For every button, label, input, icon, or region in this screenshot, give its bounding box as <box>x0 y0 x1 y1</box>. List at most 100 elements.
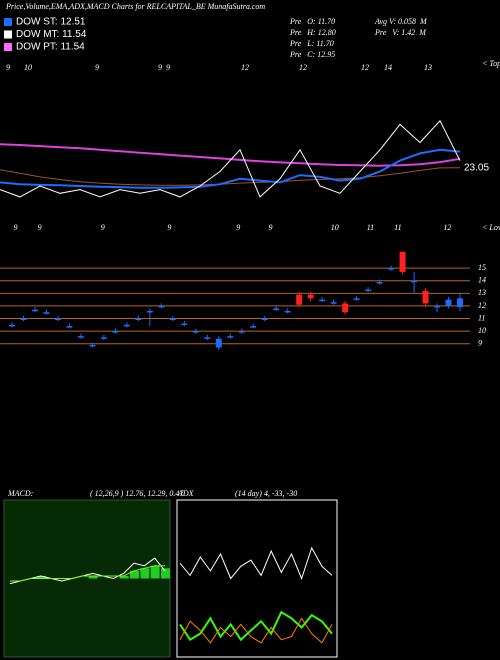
x-tick-label: 10 <box>331 223 339 232</box>
candle-body <box>9 324 15 327</box>
candle-body <box>445 299 452 306</box>
legend-label: DOW MT: 11.54 <box>16 29 87 40</box>
x-tick-label: 9 <box>95 63 99 72</box>
series-line <box>179 617 333 644</box>
legend-label: DOW PT: 11.54 <box>16 42 85 53</box>
y-tick-label: 11 <box>478 313 485 322</box>
candle-body <box>158 305 165 308</box>
candle-body <box>169 318 176 321</box>
x-tick-label: 9 <box>268 223 272 232</box>
candle-body <box>353 298 360 300</box>
series-line <box>9 557 166 585</box>
adx-label: ADX <box>177 489 195 498</box>
legend-label: DOW ST: 12.51 <box>16 17 86 28</box>
candle-body <box>273 308 280 310</box>
annotation: 23.05 <box>464 162 489 173</box>
candle-body <box>215 338 222 348</box>
info: Pre O: 11.70 <box>289 17 335 26</box>
candle-body <box>66 326 73 328</box>
tops-label: < Tops <box>482 59 500 68</box>
adx-params: (14 day) 4, -33, -30 <box>235 489 297 498</box>
candle-body <box>434 305 441 308</box>
x-tick-label: 11 <box>367 223 374 232</box>
candle-body <box>100 337 107 339</box>
candle-body <box>77 336 84 338</box>
series-line <box>10 565 165 582</box>
chart-title: Price,Volume,EMA,ADX,MACD Charts for REL… <box>5 2 265 11</box>
histogram-bar <box>130 570 139 579</box>
histogram-bar <box>119 575 129 579</box>
candle-body <box>284 310 291 313</box>
x-tick-label: 9 <box>236 223 240 232</box>
candle-body <box>457 298 463 308</box>
candle-body <box>135 318 142 321</box>
candle-body <box>112 331 119 333</box>
candle-body <box>192 331 199 333</box>
candle-body <box>330 302 337 304</box>
histogram-bar <box>140 568 150 579</box>
legend-swatch <box>4 30 12 39</box>
series-line <box>179 546 333 580</box>
y-tick-label: 10 <box>478 326 486 335</box>
macd-label: MACD: <box>7 489 34 498</box>
y-tick-label: 12 <box>478 301 486 310</box>
candle-body <box>399 251 406 272</box>
y-tick-label: 14 <box>478 276 486 285</box>
x-tick-label: 12 <box>299 63 307 72</box>
candle-body <box>365 289 372 292</box>
y-tick-label: 9 <box>478 339 482 348</box>
x-tick-label: 9 <box>101 223 105 232</box>
candle-body <box>342 303 349 313</box>
histogram-bar <box>37 575 46 579</box>
candle-body <box>376 282 383 284</box>
candle-body <box>261 318 268 321</box>
macd-params: ( 12,26,9 ) 12.76, 12.29, 0.47 <box>90 489 184 498</box>
legend-swatch <box>4 43 12 51</box>
candle-body <box>238 331 245 333</box>
y-tick-label: 13 <box>478 288 486 297</box>
x-tick-label: 10 <box>24 63 32 72</box>
candle-body <box>31 309 38 312</box>
x-tick-label: 12 <box>443 223 451 232</box>
candle-body <box>43 312 50 314</box>
histogram-bar <box>161 568 170 579</box>
x-tick-label: 9 <box>158 63 162 72</box>
x-tick-label: 9 <box>38 223 42 232</box>
histogram-bar <box>88 575 98 579</box>
candle-body <box>54 318 61 321</box>
x-tick-label: 9 <box>6 63 10 72</box>
candle-body <box>204 337 211 339</box>
candle-body <box>388 268 395 270</box>
y-tick-label: 15 <box>478 263 486 272</box>
info: Pre H: 12.80 <box>289 28 336 37</box>
series-line <box>0 119 461 198</box>
x-tick-label: 12 <box>241 63 249 72</box>
histogram-bar <box>150 565 160 579</box>
legend-swatch <box>4 18 12 26</box>
candle-body <box>181 323 188 326</box>
candle-body <box>250 326 257 328</box>
candle-body <box>411 280 418 283</box>
info: Pre C: 12.95 <box>289 50 335 59</box>
lows-label: < Lows <box>482 223 500 232</box>
candle-body <box>307 294 314 299</box>
candle-body <box>123 324 130 327</box>
info: Avg V: 0.058 M <box>374 17 428 26</box>
x-tick-label: 11 <box>394 223 401 232</box>
candle-body <box>319 299 326 302</box>
candle-body <box>89 344 96 347</box>
x-tick-label: 13 <box>424 63 432 72</box>
info: Pre L: 11.70 <box>289 39 334 48</box>
candle-body <box>146 310 153 313</box>
info: Pre V: 1.42 M <box>374 28 427 37</box>
series-line <box>0 143 461 167</box>
series-line <box>0 167 461 186</box>
x-tick-label: 12 <box>361 63 369 72</box>
candle-body <box>227 336 234 338</box>
series-line <box>0 148 461 189</box>
x-tick-label: 14 <box>384 63 392 72</box>
series-line <box>179 610 333 642</box>
candle-body <box>422 290 429 304</box>
